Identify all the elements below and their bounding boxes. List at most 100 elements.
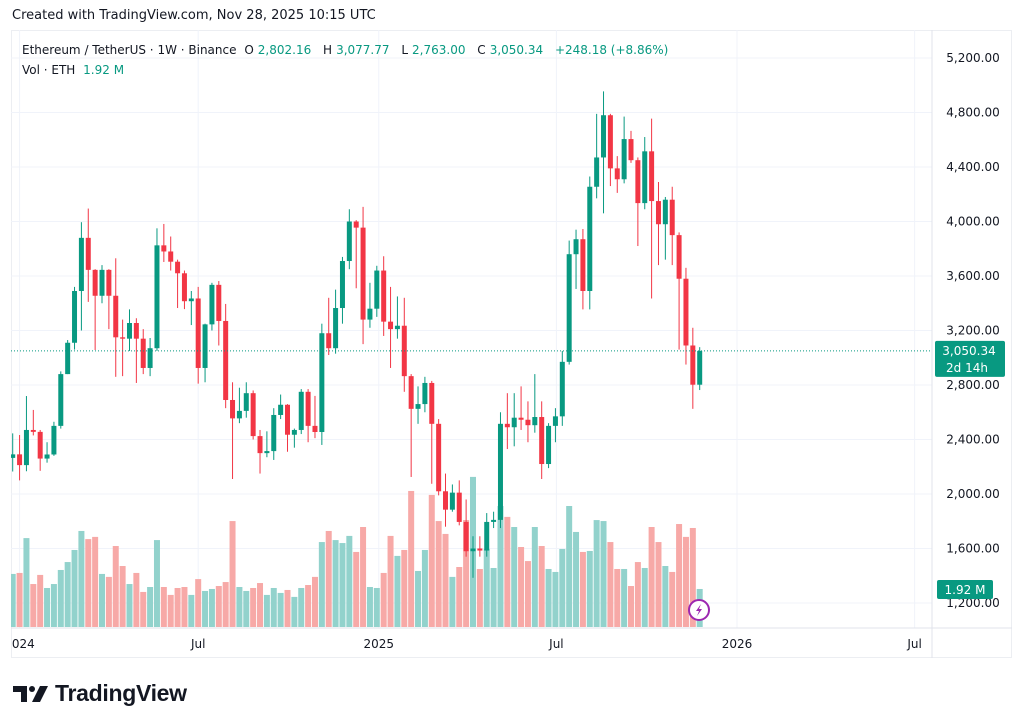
candle[interactable] bbox=[99, 265, 105, 304]
candle[interactable] bbox=[511, 393, 517, 447]
candle[interactable] bbox=[264, 431, 270, 458]
candle[interactable] bbox=[257, 429, 263, 474]
candle[interactable] bbox=[65, 340, 71, 375]
candle[interactable] bbox=[305, 389, 311, 443]
candle[interactable] bbox=[401, 297, 407, 392]
candle[interactable] bbox=[195, 286, 201, 384]
candle[interactable] bbox=[58, 371, 64, 429]
candle[interactable] bbox=[484, 513, 490, 557]
candle[interactable] bbox=[243, 382, 249, 418]
time-axis[interactable]: 2024 Jul 2025 Jul 2026 Jul bbox=[4, 637, 922, 651]
candle[interactable] bbox=[477, 536, 483, 557]
candle[interactable] bbox=[388, 286, 394, 368]
candle[interactable] bbox=[436, 419, 442, 496]
candle[interactable] bbox=[10, 433, 16, 472]
candle[interactable] bbox=[346, 209, 352, 270]
candle[interactable] bbox=[271, 408, 277, 460]
candle[interactable] bbox=[230, 382, 236, 480]
candle[interactable] bbox=[552, 408, 558, 443]
candle[interactable] bbox=[339, 256, 345, 324]
candle[interactable] bbox=[23, 396, 29, 472]
candle[interactable] bbox=[381, 256, 387, 336]
candle[interactable] bbox=[154, 228, 160, 351]
candle[interactable] bbox=[106, 269, 112, 330]
candle[interactable] bbox=[621, 116, 627, 184]
candle[interactable] bbox=[113, 258, 119, 377]
candle[interactable] bbox=[642, 137, 648, 210]
candle[interactable] bbox=[697, 347, 703, 391]
candle[interactable] bbox=[504, 393, 510, 450]
candle[interactable] bbox=[594, 113, 600, 199]
candle[interactable] bbox=[573, 229, 579, 289]
candle[interactable] bbox=[30, 409, 36, 436]
candle[interactable] bbox=[126, 309, 132, 351]
candle[interactable] bbox=[429, 380, 435, 484]
candle[interactable] bbox=[188, 290, 194, 326]
candle[interactable] bbox=[250, 390, 256, 440]
candle[interactable] bbox=[161, 223, 167, 262]
candle[interactable] bbox=[601, 91, 607, 214]
candle[interactable] bbox=[635, 157, 641, 247]
candle[interactable] bbox=[168, 236, 174, 271]
candle[interactable] bbox=[278, 394, 284, 420]
candle[interactable] bbox=[285, 404, 290, 452]
candle[interactable] bbox=[415, 386, 421, 424]
symbol-title[interactable]: Ethereum / TetherUS · 1W · Binance bbox=[22, 43, 237, 57]
candle[interactable] bbox=[456, 480, 462, 526]
candle[interactable] bbox=[51, 421, 57, 456]
candle[interactable] bbox=[587, 176, 593, 310]
candle[interactable] bbox=[85, 208, 91, 302]
candle[interactable] bbox=[607, 113, 613, 187]
candle[interactable] bbox=[463, 499, 469, 557]
candle[interactable] bbox=[236, 387, 242, 424]
tradingview-logo[interactable]: TradingView bbox=[13, 680, 187, 707]
lightning-icon[interactable] bbox=[688, 599, 710, 621]
candle[interactable] bbox=[147, 337, 153, 377]
candle[interactable] bbox=[566, 240, 572, 365]
candle[interactable] bbox=[140, 329, 146, 375]
candle[interactable] bbox=[443, 473, 449, 527]
candle[interactable] bbox=[223, 303, 229, 409]
candle[interactable] bbox=[374, 265, 380, 317]
candle[interactable] bbox=[175, 259, 181, 309]
price-axis[interactable]: 1,200.00 1,600.00 2,000.00 2,400.00 2,800.00… bbox=[946, 51, 999, 610]
candle[interactable] bbox=[532, 374, 538, 433]
candle[interactable] bbox=[676, 232, 682, 350]
candle[interactable] bbox=[683, 267, 689, 365]
candle[interactable] bbox=[360, 206, 366, 345]
volume-label[interactable]: Vol · ETH bbox=[22, 63, 76, 77]
candle[interactable] bbox=[669, 186, 675, 266]
candle[interactable] bbox=[326, 297, 332, 356]
candle[interactable] bbox=[209, 282, 215, 331]
candle[interactable] bbox=[120, 319, 126, 377]
candle[interactable] bbox=[333, 289, 339, 354]
candle[interactable] bbox=[449, 484, 455, 512]
candle[interactable] bbox=[202, 323, 208, 383]
candle[interactable] bbox=[37, 429, 43, 471]
candle[interactable] bbox=[580, 228, 586, 310]
candle[interactable] bbox=[628, 130, 634, 163]
candle[interactable] bbox=[649, 118, 655, 299]
candle[interactable] bbox=[216, 281, 222, 346]
candle[interactable] bbox=[394, 296, 400, 339]
candle[interactable] bbox=[690, 327, 696, 409]
candle[interactable] bbox=[17, 435, 23, 481]
candle[interactable] bbox=[497, 412, 503, 529]
candle[interactable] bbox=[614, 156, 620, 193]
candle[interactable] bbox=[367, 282, 373, 328]
candle[interactable] bbox=[44, 442, 50, 463]
candle[interactable] bbox=[525, 401, 531, 443]
candle[interactable] bbox=[559, 350, 565, 426]
candle[interactable] bbox=[353, 220, 359, 289]
candle[interactable] bbox=[518, 386, 524, 430]
candle[interactable] bbox=[422, 376, 428, 413]
candle[interactable] bbox=[298, 389, 304, 435]
candle[interactable] bbox=[92, 269, 98, 350]
candle[interactable] bbox=[491, 511, 497, 529]
candle[interactable] bbox=[470, 536, 476, 578]
candle[interactable] bbox=[655, 181, 661, 266]
candle[interactable] bbox=[319, 323, 325, 445]
candle[interactable] bbox=[181, 270, 187, 310]
candle[interactable] bbox=[662, 196, 668, 260]
